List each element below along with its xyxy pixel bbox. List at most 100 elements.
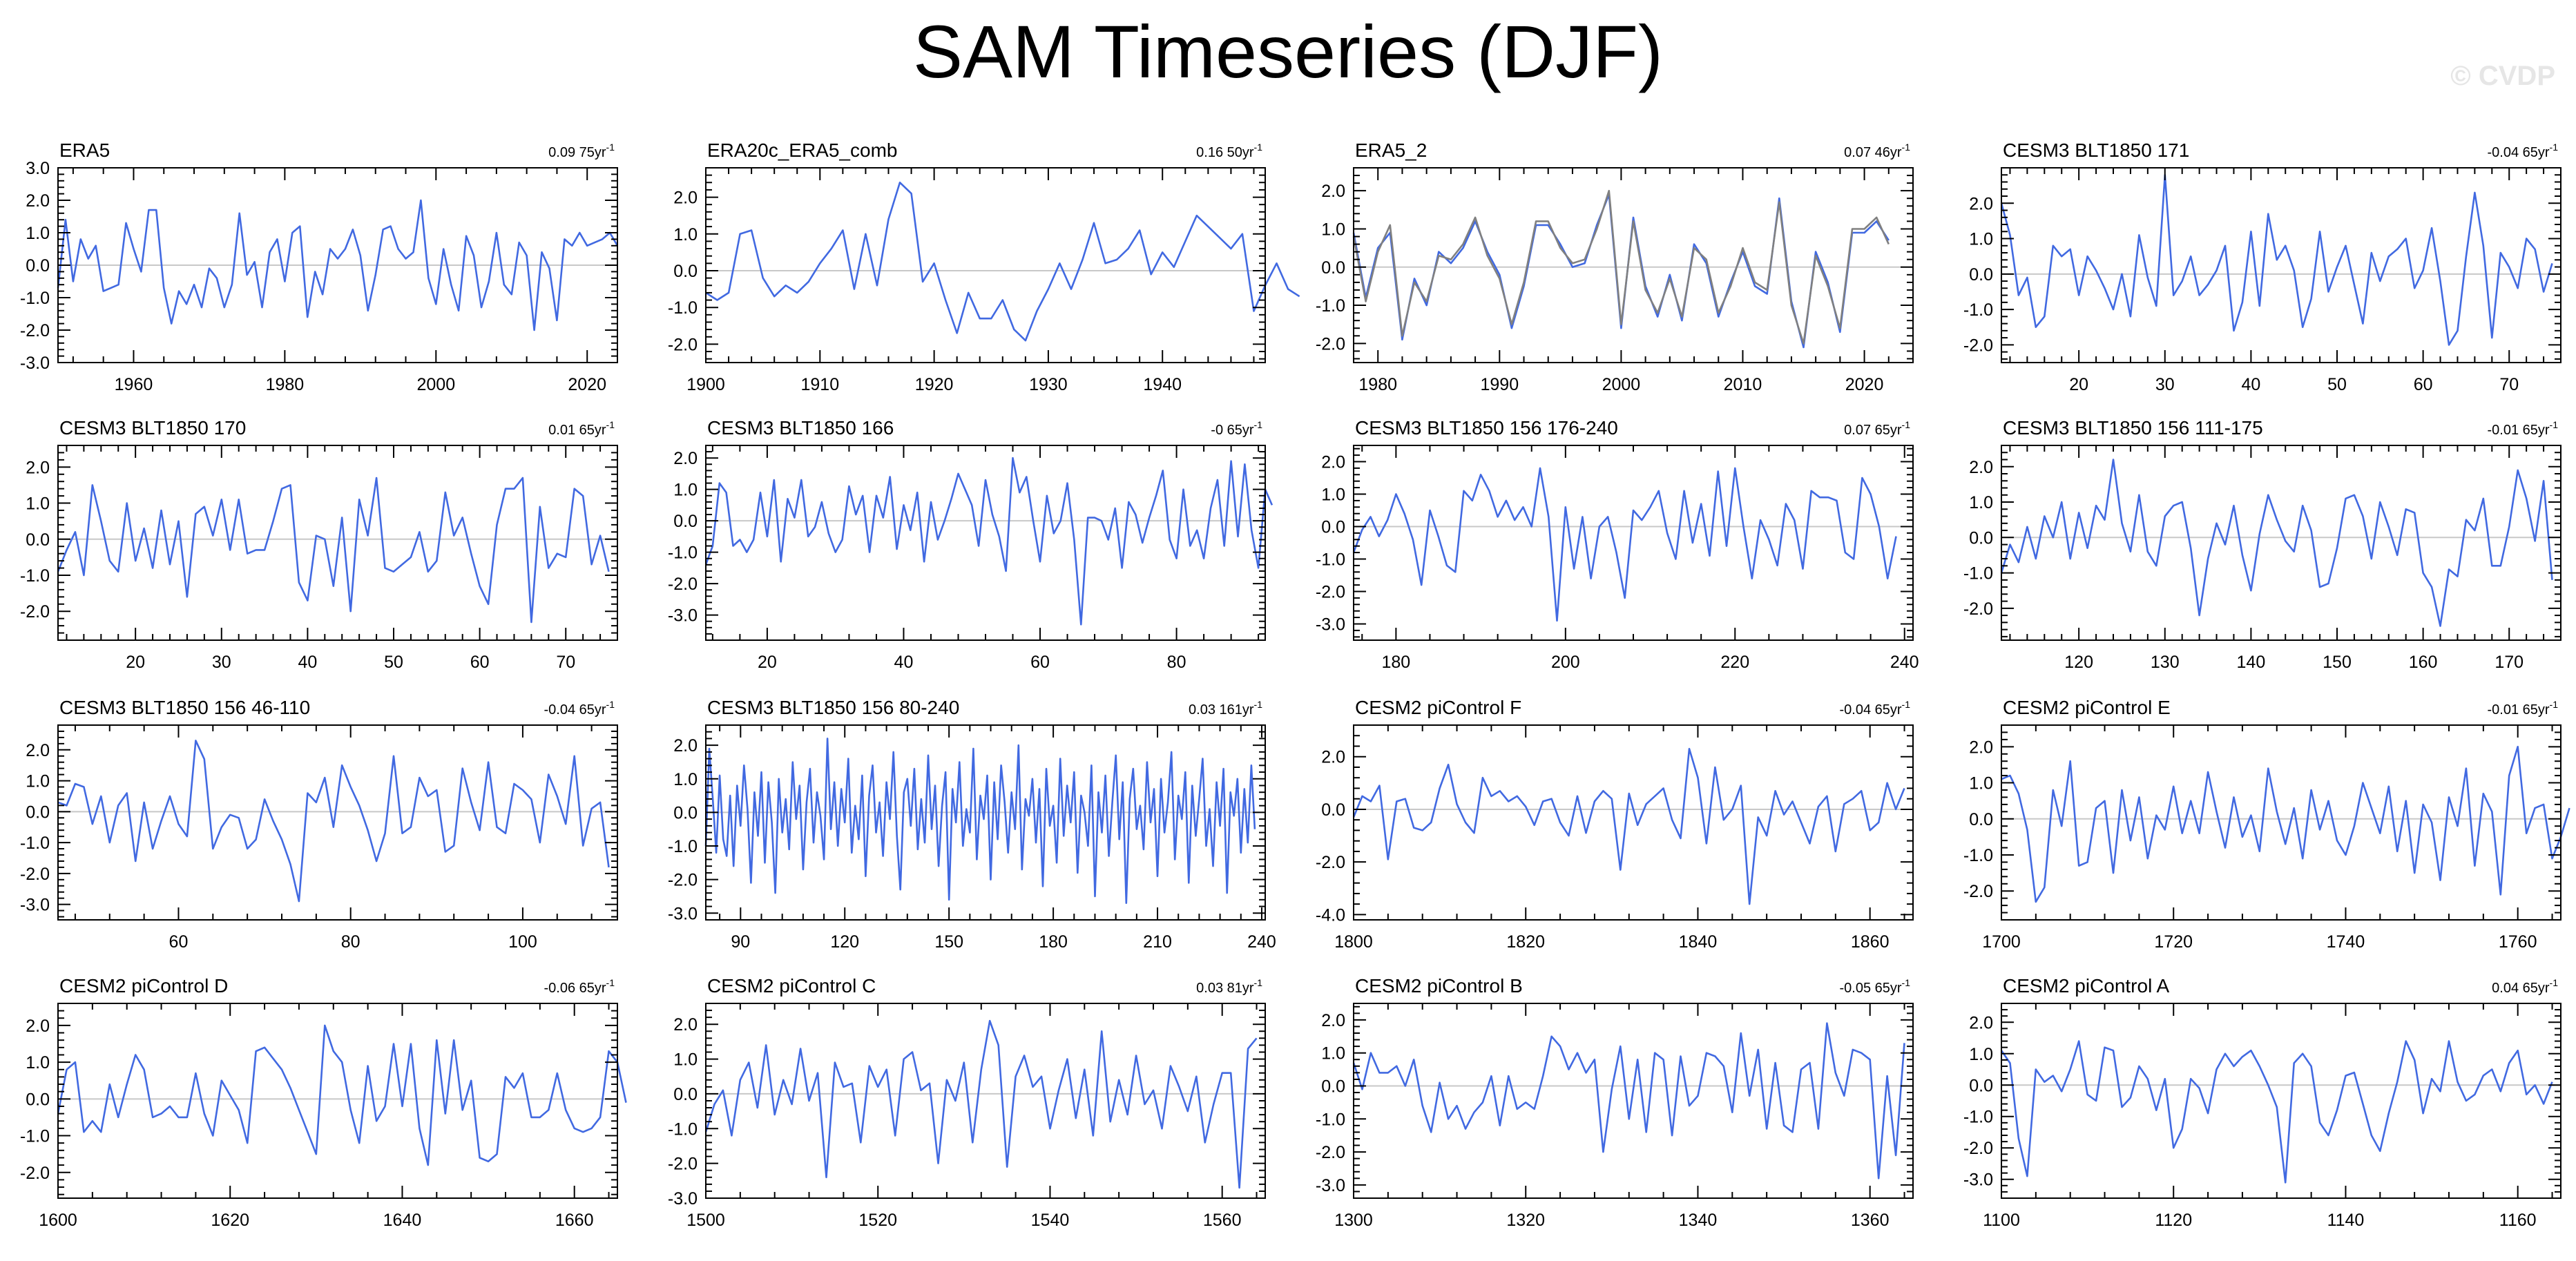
panel-title: ERA5_2 [1355,139,1427,161]
series-line-1 [2000,174,2553,346]
trend-label: 0.07 65yr-1 [1844,419,1910,438]
x-tick-label: 1100 [1983,1211,2020,1230]
series-line-1 [1352,1022,1905,1180]
y-tick-label: 2.0 [1321,1011,1345,1030]
plot-frame [705,445,1266,641]
y-tick-label: 1.0 [1969,493,1993,512]
x-tick-label: 1940 [1143,375,1182,394]
y-tick-label: -2.0 [20,321,50,340]
plot-frame [1353,445,1914,641]
plot-frame [705,167,1266,363]
y-tick-label: -1.0 [668,543,698,563]
trend-label: -0 65yr-1 [1211,419,1262,438]
panel-4: 20 30 40 50 60 70 -2.0 -1.0 0.0 1.0 2.0 CESM3 BLT18… [1963,139,2561,394]
y-tick-label: -2.0 [668,871,698,890]
plot-frame [57,445,618,641]
y-tick-label: -2.0 [1963,882,1993,901]
x-tick-label: 2000 [416,375,455,394]
y-tick-label: 0.0 [26,256,50,276]
series-line-1 [57,477,610,624]
y-tick-label: 1.0 [673,1050,698,1070]
y-tick-label: -2.0 [1963,1139,1993,1158]
x-tick-label: 1820 [1506,932,1545,952]
y-tick-label: -3.0 [668,1189,698,1209]
x-tick-label: 30 [212,653,231,672]
y-tick-label: 1.0 [1969,774,1993,793]
y-tick-label: 2.0 [1321,748,1345,767]
x-tick-label: 70 [2499,375,2519,394]
y-tick-label: -3.0 [668,606,698,626]
y-tick-label: 2.0 [26,458,50,477]
y-tick-label: 2.0 [1969,1013,1993,1032]
y-tick-label: 1.0 [26,1053,50,1072]
plot-frame [2001,724,2561,921]
y-tick-label: -2.0 [1963,336,1993,355]
trend-label: -0.01 65yr-1 [2487,699,2558,718]
x-tick-label: 20 [758,653,777,672]
y-tick-label: 1.0 [26,772,50,791]
x-tick-label: 170 [2495,653,2524,672]
panel-15: 1300 1320 1340 1360 -3.0 -2.0 -1.0 0.0 1.0 2.0 CES… [1316,975,1914,1230]
series-line-1 [57,740,610,903]
x-tick-label: 210 [1143,932,1172,952]
y-tick-label: 0.0 [1969,265,1993,285]
x-tick-label: 1900 [686,375,725,394]
y-tick-label: -2.0 [20,1164,50,1183]
x-tick-label: 2010 [1724,375,1762,394]
panel-11: 1800 1820 1840 1860 -4.0 -2.0 0.0 2.0 CESM2 piCo… [1316,697,1914,952]
series-line-2 [1352,189,1890,345]
x-tick-label: 150 [934,932,963,952]
trend-label: -0.01 65yr-1 [2487,419,2558,438]
panel-title: CESM3 BLT1850 156 176-240 [1355,417,1618,439]
plot-frame [57,1003,618,1199]
panel-3: 1980 1990 2000 2010 2020 -2.0 -1.0 0.0 1.0 2.0 ERA… [1316,139,1914,394]
plot-frame [1353,167,1914,363]
x-tick-label: 1760 [2499,932,2537,952]
x-tick-label: 40 [298,653,317,672]
x-tick-label: 120 [830,932,859,952]
panel-title: CESM3 BLT1850 156 111-175 [2003,417,2263,439]
x-tick-label: 1620 [211,1211,249,1230]
x-tick-label: 1740 [2327,932,2365,952]
panel-2: 1900 1910 1920 1930 1940 -2.0 -1.0 0.0 1.0 2.0 ERA… [668,139,1300,394]
y-tick-label: 1.0 [673,481,698,500]
y-tick-label: 3.0 [26,159,50,178]
y-tick-label: 2.0 [1969,194,1993,213]
x-tick-label: 1660 [555,1211,594,1230]
x-tick-label: 1320 [1506,1211,1545,1230]
panel-title: CESM2 piControl E [2003,697,2171,718]
series-line-1 [705,181,1300,342]
x-tick-label: 1980 [266,375,305,394]
panel-13: 1600 1620 1640 1660 -2.0 -1.0 0.0 1.0 2.0 CESM2 p… [20,975,627,1230]
trend-label: 0.04 65yr-1 [2492,977,2558,996]
x-tick-label: 200 [1551,653,1580,672]
x-tick-label: 1800 [1334,932,1373,952]
panel-title: CESM3 BLT1850 156 80-240 [707,697,959,718]
y-tick-label: 1.0 [673,225,698,244]
x-tick-label: 1560 [1203,1211,1242,1230]
x-tick-label: 80 [341,932,361,952]
y-tick-label: -3.0 [668,904,698,923]
y-tick-label: -2.0 [1316,1143,1345,1162]
x-tick-label: 150 [2323,653,2352,672]
x-tick-label: 1920 [915,375,954,394]
y-tick-label: -2.0 [1963,599,1993,619]
y-tick-label: 1.0 [26,494,50,514]
plot-frame [2001,167,2561,363]
panel-title: CESM3 BLT1850 171 [2003,139,2189,161]
panel-1: 1960 1980 2000 2020 -3.0 -2.0 -1.0 0.0 1.0 2.0 3.0… [20,139,619,394]
y-tick-label: 2.0 [26,1017,50,1036]
x-tick-label: 1910 [800,375,839,394]
x-tick-label: 130 [2151,653,2180,672]
y-tick-label: -3.0 [1316,1176,1345,1195]
y-tick-label: 2.0 [673,1015,698,1034]
panel-title: CESM3 BLT1850 170 [59,417,246,439]
x-tick-label: 70 [556,653,575,672]
panel-title: ERA20c_ERA5_comb [707,139,897,161]
plot-frame [2001,445,2561,641]
x-tick-label: 60 [1030,653,1050,672]
y-tick-label: 1.0 [1321,485,1345,505]
trend-label: 0.16 50yr-1 [1196,142,1262,160]
y-tick-label: 2.0 [26,191,50,211]
panel-title: CESM3 BLT1850 156 46-110 [59,697,310,718]
